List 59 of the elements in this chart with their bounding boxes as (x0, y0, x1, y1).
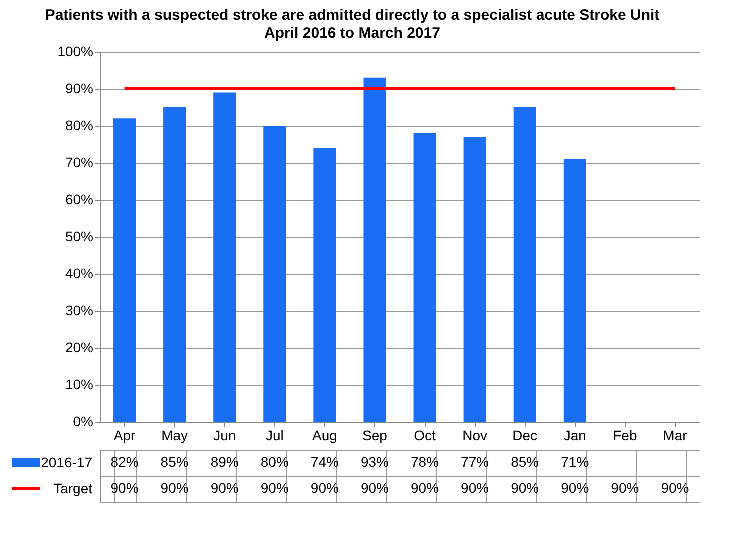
data-label: 71% (561, 454, 590, 470)
data-label: 80% (260, 454, 289, 470)
data-label: 90% (411, 480, 440, 496)
x-tick-label: Jan (564, 428, 586, 444)
y-tick-label: 60% (65, 192, 94, 208)
data-label: 90% (210, 480, 239, 496)
legend-label: 2016-17 (41, 454, 93, 470)
y-tick-label: 50% (65, 228, 94, 244)
x-tick-label: Jun (214, 428, 236, 444)
data-label: 85% (160, 454, 189, 470)
data-label: 90% (511, 480, 540, 496)
data-label: 90% (260, 480, 289, 496)
data-label: 74% (310, 454, 339, 470)
x-tick-label: Jul (266, 428, 284, 444)
data-label: 82% (110, 454, 139, 470)
y-tick-label: 70% (65, 154, 94, 170)
data-label: 90% (661, 480, 690, 496)
bar (364, 78, 386, 422)
data-label: 89% (210, 454, 239, 470)
x-tick-label: Feb (613, 428, 638, 444)
data-label: 90% (110, 480, 139, 496)
y-tick-label: 90% (65, 80, 94, 96)
data-label: 90% (611, 480, 640, 496)
data-label: 77% (461, 454, 490, 470)
bar (114, 118, 136, 422)
x-tick-label: Nov (462, 428, 488, 444)
bar (514, 108, 536, 422)
bar (564, 159, 586, 422)
bar (214, 92, 236, 422)
x-tick-label: Aug (312, 428, 338, 444)
legend-label: Target (54, 480, 93, 496)
chart-title: Patients with a suspected stroke are admitted directly to a specialist acute Stroke Unit (45, 7, 660, 24)
data-label: 90% (461, 480, 490, 496)
bar (464, 137, 486, 422)
bar (264, 126, 286, 422)
y-tick-label: 40% (65, 266, 94, 282)
x-tick-label: Mar (663, 428, 688, 444)
data-label: 85% (511, 454, 540, 470)
bar (414, 133, 436, 422)
x-tick-label: Dec (512, 428, 538, 444)
data-label: 78% (411, 454, 440, 470)
data-label: 93% (360, 454, 389, 470)
bar (164, 108, 186, 422)
x-tick-label: May (162, 428, 188, 444)
data-label: 90% (561, 480, 590, 496)
data-label: 90% (310, 480, 339, 496)
y-tick-label: 0% (73, 414, 94, 430)
data-label: 90% (160, 480, 189, 496)
bar (314, 148, 336, 422)
x-tick-label: Sep (362, 428, 388, 444)
y-tick-label: 30% (65, 302, 94, 318)
y-tick-label: 20% (65, 340, 94, 356)
chart-subtitle: April 2016 to March 2017 (264, 25, 440, 42)
x-tick-label: Apr (114, 428, 136, 444)
y-tick-label: 100% (58, 44, 94, 60)
x-tick-label: Oct (414, 428, 436, 444)
y-tick-label: 80% (65, 118, 94, 134)
data-label: 90% (360, 480, 389, 496)
y-tick-label: 10% (65, 376, 94, 392)
